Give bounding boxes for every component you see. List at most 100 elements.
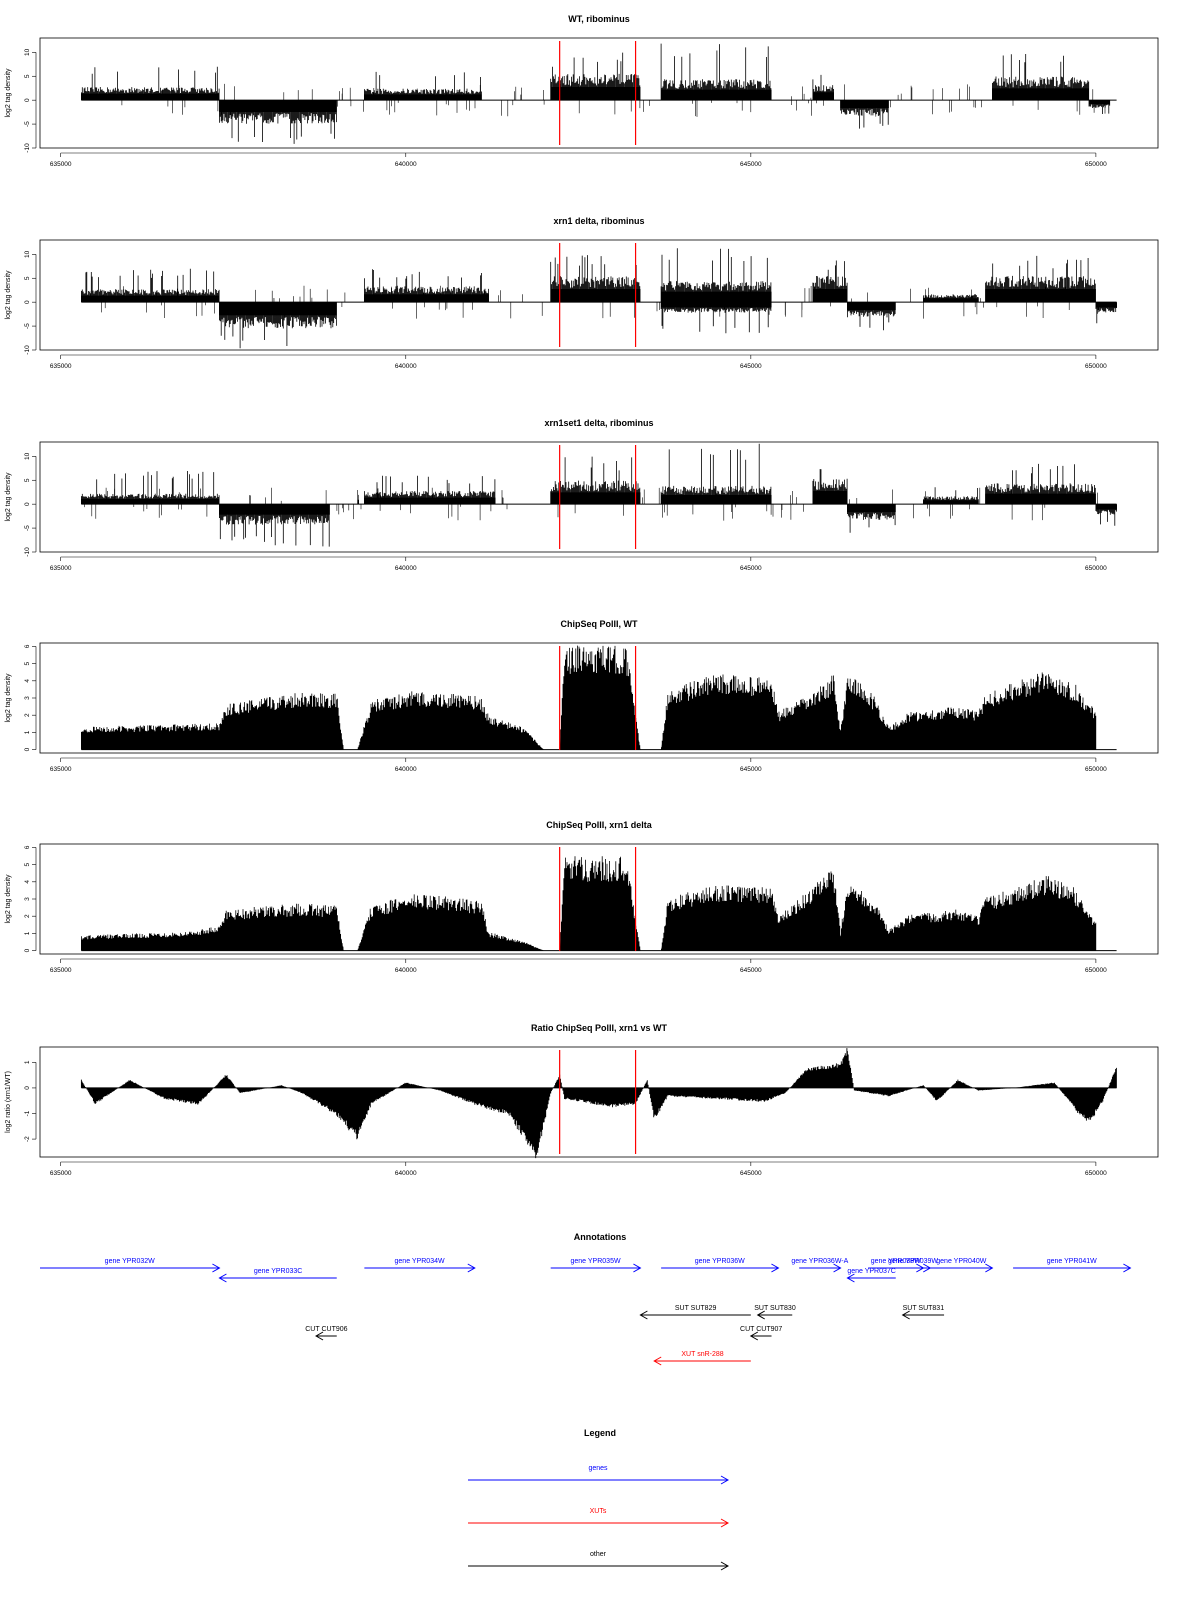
feature-label: gene YPR041W [1047, 1258, 1097, 1265]
segment-spikes [219, 504, 330, 547]
arrow-head [1123, 1263, 1132, 1273]
y-tick-label: 1 [24, 730, 31, 734]
arrow-head [218, 1273, 227, 1283]
feature-gene-ypr032w: gene YPR032W [40, 1258, 221, 1273]
y-tick-label: 0 [24, 1086, 31, 1090]
feature-label: gene YPR033C [254, 1268, 303, 1275]
x-tick-label: 635000 [50, 766, 72, 773]
y-tick-label: -2 [24, 1136, 31, 1142]
segment-spikes [923, 294, 979, 303]
y-tick-label: -1 [24, 1110, 31, 1116]
legend-label: XUTs [590, 1508, 607, 1515]
segment-11 [1095, 302, 1117, 324]
segment-9 [923, 294, 979, 303]
segment-spikes [812, 74, 834, 101]
segment-spikes [812, 260, 848, 303]
feature-sut-sut829: SUT SUT829 [639, 1305, 751, 1320]
segment-spikes [219, 100, 337, 144]
segment-spikes [985, 255, 1096, 303]
arrow-head [633, 1263, 642, 1273]
feature-gene-ypr036w-a: gene YPR036W-A [791, 1258, 849, 1273]
y-axis-label: log2 tag density [5, 270, 12, 320]
segment-6 [812, 74, 834, 101]
y-tick-label: 5 [24, 862, 31, 866]
y-tick-label: 6 [24, 845, 31, 849]
segment-spikes [992, 54, 1090, 101]
signal [81, 443, 1117, 547]
feature-sut-sut831: SUT SUT831 [901, 1305, 945, 1320]
y-tick-label: 5 [24, 74, 31, 78]
x-tick-label: 650000 [1085, 565, 1107, 572]
legend-item-genes: genes [468, 1465, 730, 1485]
x-tick-label: 635000 [50, 161, 72, 168]
x-tick-label: 640000 [395, 766, 417, 773]
feature-label: gene YPR035W [571, 1258, 621, 1265]
segment-8 [847, 302, 896, 331]
density-bars [81, 645, 1097, 750]
arrow-head [833, 1263, 842, 1273]
x-tick-label: 645000 [740, 363, 762, 370]
y-tick-label: -5 [24, 525, 31, 531]
segment-7 [840, 100, 889, 129]
arrow-head [749, 1331, 759, 1341]
feature-label: SUT SUT831 [903, 1305, 945, 1312]
feature-label: gene YPR037C [847, 1268, 896, 1275]
feature-label: gene YPR040W [936, 1258, 986, 1265]
y-tick-label: 0 [24, 300, 31, 304]
panel-title: xrn1 delta, ribominus [553, 216, 644, 226]
feature-gene-ypr035w: gene YPR035W [550, 1258, 642, 1273]
segment-body [1095, 504, 1117, 510]
x-tick-label: 640000 [395, 161, 417, 168]
y-tick-label: -5 [24, 121, 31, 127]
x-tick-label: 645000 [740, 967, 762, 974]
segment-spikes [812, 469, 848, 505]
signal [81, 856, 1117, 952]
x-tick-label: 645000 [740, 766, 762, 773]
panel-title: WT, ribominus [568, 14, 630, 24]
y-tick-label: 4 [24, 880, 31, 884]
segment-3 [364, 71, 482, 101]
segment-7 [847, 504, 896, 533]
ratio-area [80, 1048, 1117, 1159]
y-axis-label: log2 ratio (xrn1/WT) [5, 1071, 12, 1133]
segment-spikes [364, 71, 482, 101]
feature-label: XUT snR-288 [681, 1351, 723, 1358]
segment-6 [812, 469, 848, 505]
x-tick-label: 650000 [1085, 363, 1107, 370]
segment-spikes [364, 475, 496, 505]
y-tick-label: 1 [24, 1060, 31, 1064]
y-tick-label: 5 [24, 276, 31, 280]
background-noise [94, 83, 1106, 117]
x-tick-label: 645000 [740, 1170, 762, 1177]
segment-8 [992, 54, 1090, 101]
y-tick-label: -10 [24, 143, 31, 153]
segment-1 [81, 471, 220, 505]
segment-spikes [660, 443, 772, 505]
signal [81, 248, 1117, 349]
segment-9 [1088, 100, 1111, 114]
track-panel-2: xrn1 delta, ribominus -10 -5 0 5 10 log2 tag d… [5, 216, 1159, 370]
segment-10 [1095, 504, 1117, 526]
segment-4 [550, 456, 641, 505]
y-tick-label: 6 [24, 644, 31, 648]
arrow-head [720, 1561, 730, 1571]
y-tick-label: 10 [24, 48, 31, 56]
track-panel-4: ChipSeq PolII, WT 0 1 2 3 4 5 6 log2 tag density… [5, 619, 1159, 773]
x-tick-label: 650000 [1085, 766, 1107, 773]
x-tick-label: 640000 [395, 967, 417, 974]
segment-spikes [660, 302, 772, 334]
x-tick-label: 640000 [395, 363, 417, 370]
legend-item-other: other [468, 1551, 730, 1571]
feature-label: gene YPR036W [695, 1258, 745, 1265]
y-tick-label: 5 [24, 661, 31, 665]
feature-cut-cut906: CUT CUT906 [305, 1326, 348, 1341]
x-tick-label: 640000 [395, 1170, 417, 1177]
feature-gene-ypr033c: gene YPR033C [218, 1268, 337, 1283]
segment-9 [985, 463, 1096, 505]
track-panel-5: ChipSeq PolII, xrn1 delta 0 1 2 3 4 5 6 log2 tag… [5, 820, 1159, 974]
background-noise [90, 285, 1099, 319]
segment-spikes [81, 66, 220, 101]
x-tick-label: 650000 [1085, 967, 1107, 974]
signal [81, 43, 1117, 144]
panel-title: ChipSeq PolII, WT [561, 619, 638, 629]
